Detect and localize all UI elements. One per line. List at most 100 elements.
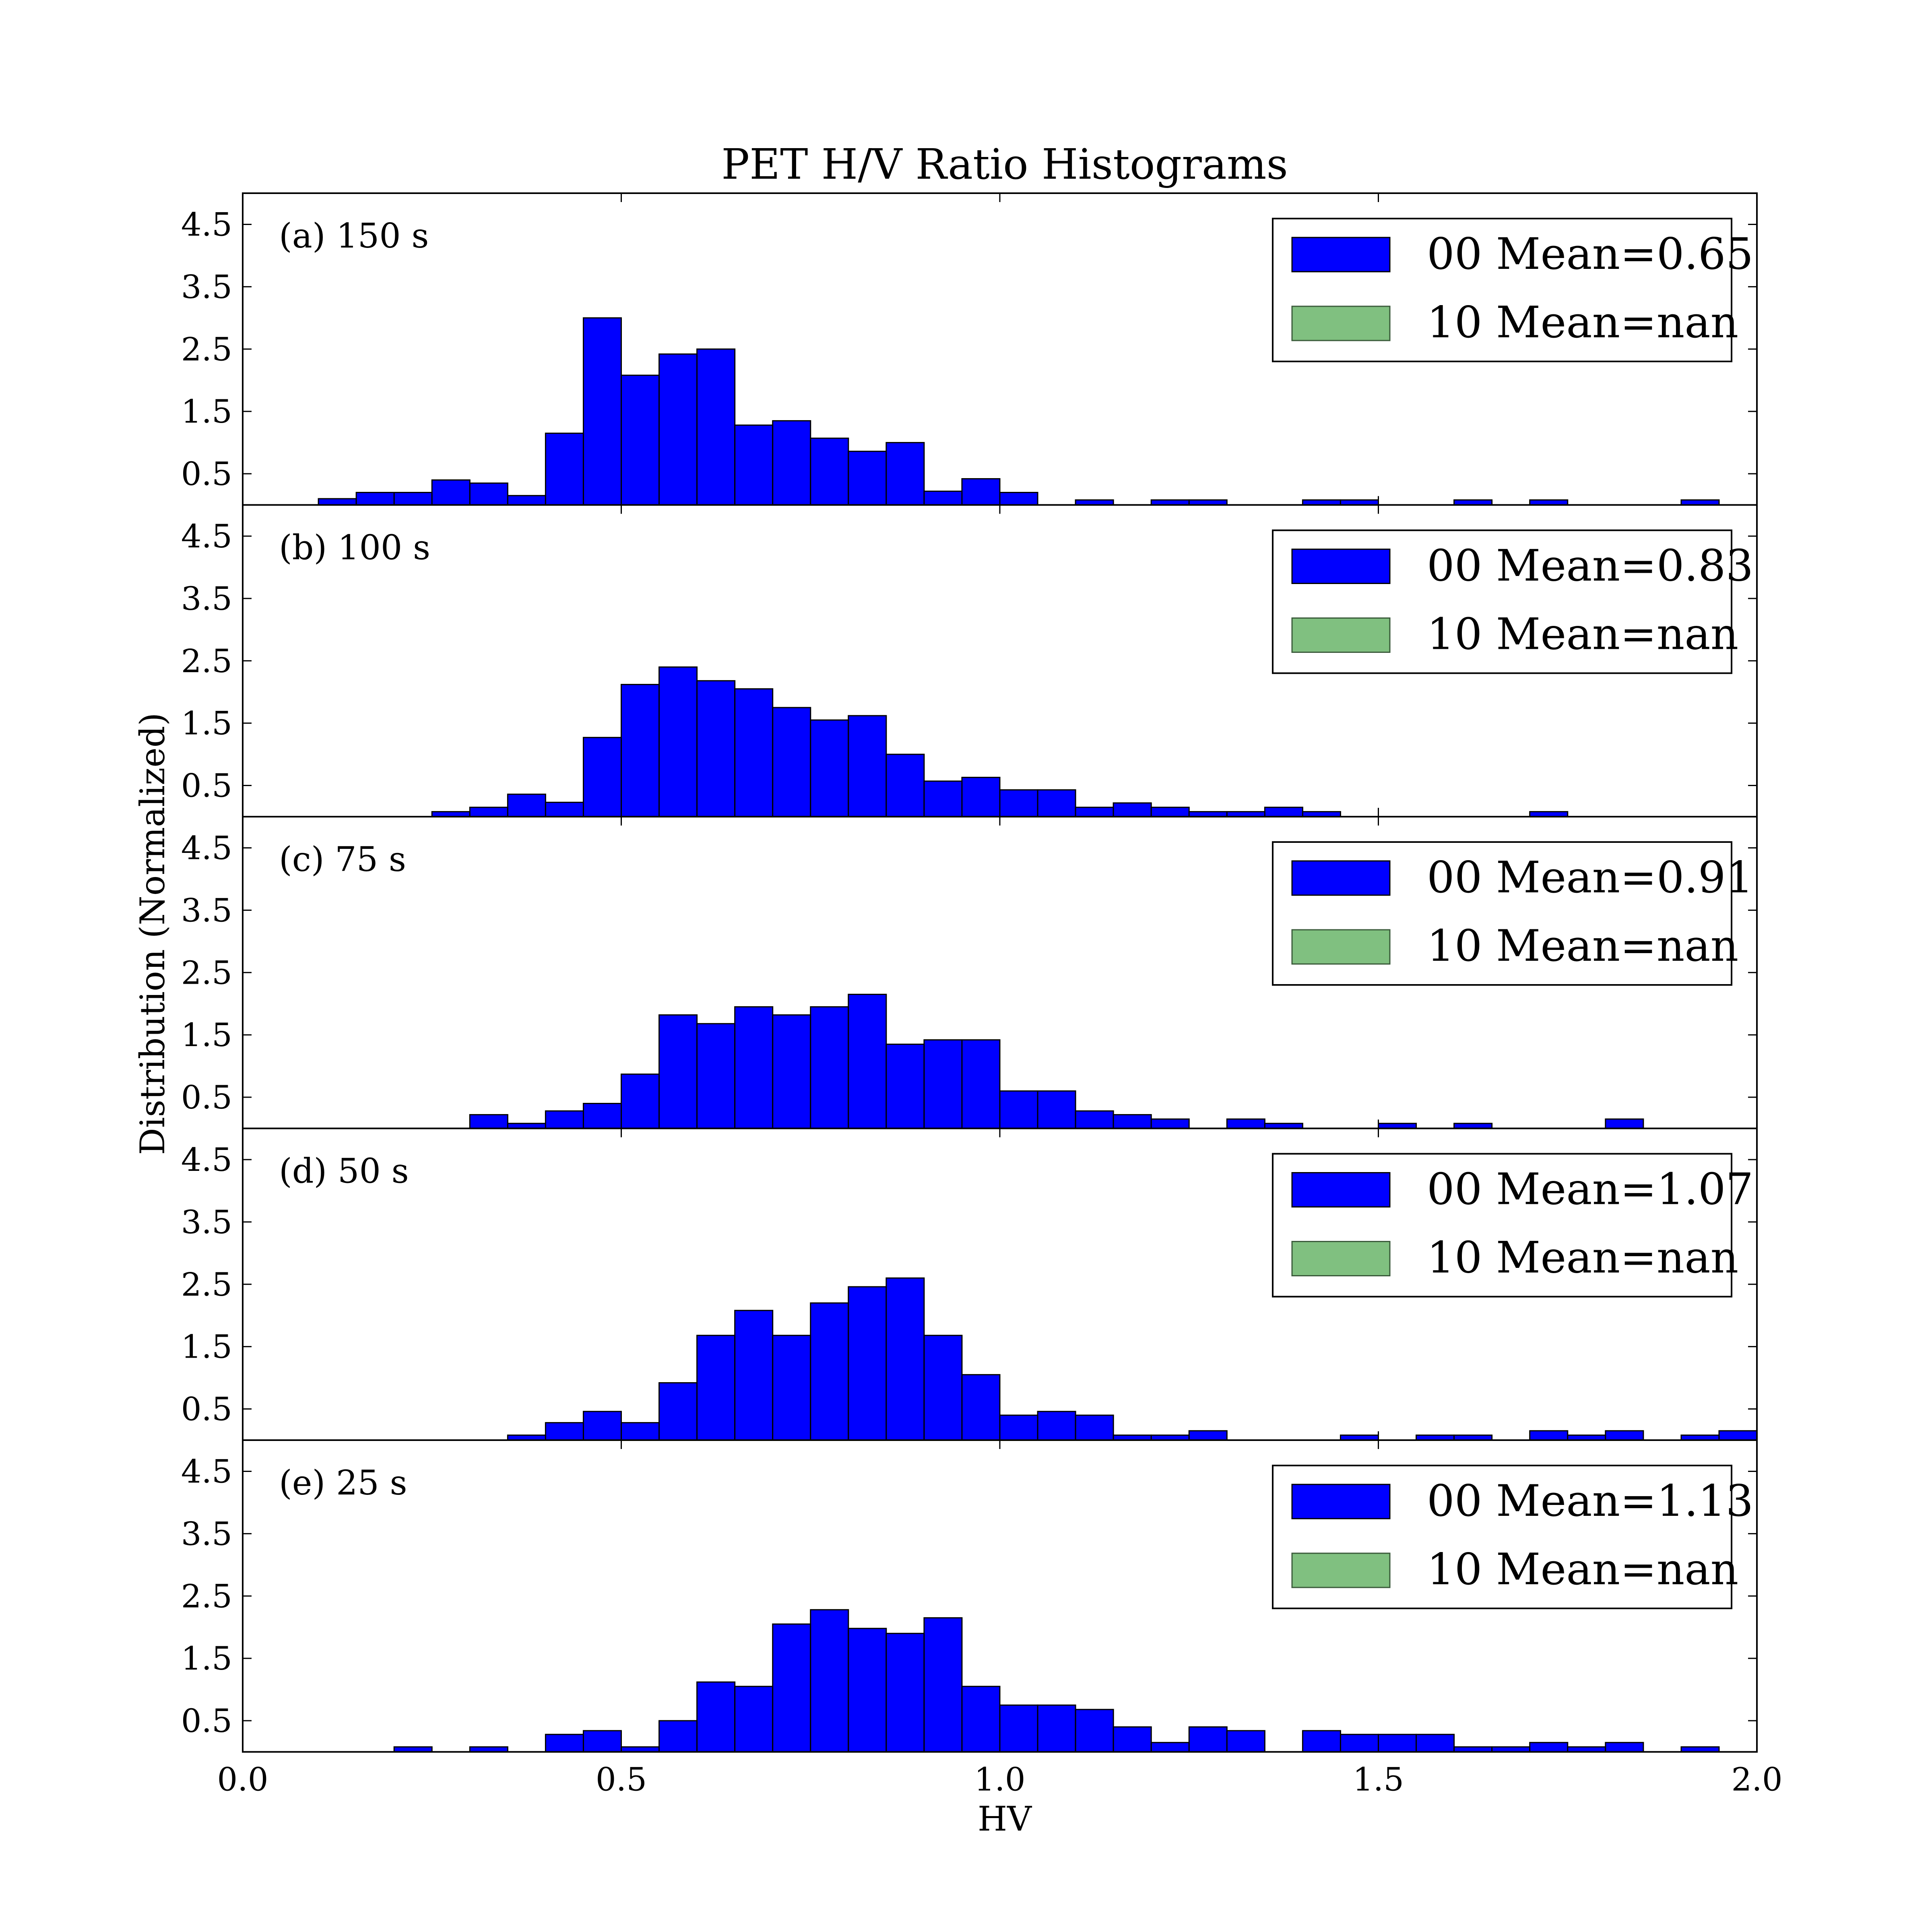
histogram-bar — [696, 1681, 736, 1753]
histogram-bar — [582, 1730, 622, 1752]
histogram-bar — [734, 1006, 774, 1129]
legend: 00 Mean=0.83 10 Mean=nan — [1272, 529, 1753, 674]
histogram-bar — [810, 438, 849, 506]
histogram-bar — [393, 492, 433, 506]
histogram-bar — [1113, 802, 1152, 817]
histogram-bar — [810, 1302, 849, 1441]
histogram-bar — [923, 1039, 963, 1129]
histogram-bar — [1037, 1704, 1076, 1753]
histogram-bar — [1150, 807, 1190, 817]
histogram-bar — [772, 1014, 811, 1129]
legend-swatch-10 — [1291, 1552, 1391, 1588]
y-tick-label: 3.5 — [181, 268, 232, 305]
histogram-bar — [1605, 1742, 1644, 1753]
legend-entry-10: 10 Mean=nan — [1427, 297, 1738, 348]
histogram-bar — [1188, 1430, 1228, 1441]
histogram-bar — [772, 420, 811, 506]
histogram-bar — [1529, 1430, 1569, 1441]
legend-swatch-00 — [1291, 1172, 1391, 1208]
histogram-bar — [1226, 1118, 1265, 1129]
y-tick-label: 0.5 — [181, 1702, 232, 1740]
histogram-bar — [469, 807, 508, 817]
y-tick-label: 0.5 — [181, 1391, 232, 1428]
legend-swatch-00 — [1291, 549, 1391, 584]
histogram-bar — [961, 478, 1001, 506]
histogram-bar — [961, 1686, 1001, 1752]
y-tick-label: 2.5 — [181, 1577, 232, 1615]
histogram-bar — [658, 1720, 698, 1752]
histogram-bar — [810, 1609, 849, 1752]
histogram-bar — [772, 1335, 811, 1441]
y-tick-label: 2.5 — [181, 330, 232, 368]
histogram-bar — [1037, 1090, 1076, 1129]
histogram-bar — [734, 688, 774, 817]
y-tick-label: 1.5 — [181, 705, 232, 742]
panel-b: 0.5 1.5 2.5 3.5 4.5 (b) 100 s 00 Mean=0.83 10 M… — [181, 504, 1758, 817]
histogram-bar — [658, 353, 698, 506]
histogram-bar — [696, 1335, 736, 1441]
y-tick-label: 1.5 — [181, 1016, 232, 1054]
legend-swatch-10 — [1291, 929, 1391, 965]
histogram-bar — [621, 1073, 660, 1129]
histogram-bar — [999, 1704, 1038, 1753]
y-tick-label: 4.5 — [181, 829, 232, 867]
histogram-bar — [886, 753, 925, 817]
legend-swatch-00 — [1291, 860, 1391, 896]
histogram-bar — [658, 1014, 698, 1129]
legend-swatch-10 — [1291, 617, 1391, 653]
histogram-bar — [772, 1623, 811, 1753]
histogram-bar — [696, 1023, 736, 1129]
histogram-bar — [848, 450, 887, 506]
y-tick-label: 1.5 — [181, 393, 232, 430]
histogram-bar — [1605, 1430, 1644, 1441]
panel-label: (a) 150 s — [279, 216, 429, 256]
panel-c: 0.5 1.5 2.5 3.5 4.5 (c) 75 s 00 Mean=0.91 10 Me… — [181, 816, 1758, 1129]
histogram-bar — [886, 1277, 925, 1441]
histogram-bar — [1037, 789, 1076, 817]
y-tick-label: 3.5 — [181, 892, 232, 929]
panel-frame — [242, 1439, 1758, 1753]
histogram-bar — [1340, 1734, 1379, 1752]
histogram-bar — [886, 1633, 925, 1752]
histogram-bar — [848, 715, 887, 817]
histogram-bar — [1188, 1726, 1228, 1753]
histogram-bar — [1075, 1709, 1114, 1752]
histogram-bar — [734, 424, 774, 506]
histogram-bar — [1416, 1734, 1455, 1752]
x-tick-label: 1.0 — [974, 1761, 1025, 1798]
legend: 00 Mean=0.65 10 Mean=nan — [1272, 218, 1753, 362]
legend-entry-10: 10 Mean=nan — [1427, 1544, 1738, 1595]
histogram-bar — [582, 1103, 622, 1129]
legend-entry-00: 00 Mean=1.13 — [1427, 1476, 1753, 1526]
histogram-bar — [1075, 1414, 1114, 1441]
x-tick-label: 2.0 — [1731, 1761, 1782, 1798]
y-tick-label: 1.5 — [181, 1640, 232, 1677]
x-axis-label: HV — [978, 1799, 1032, 1839]
panel-label: (b) 100 s — [279, 528, 430, 568]
y-tick-label: 4.5 — [181, 518, 232, 555]
histogram-bar — [1529, 1742, 1569, 1753]
legend: 00 Mean=1.07 10 Mean=nan — [1272, 1153, 1753, 1298]
histogram-bar — [621, 374, 660, 506]
histogram-bar — [923, 780, 963, 817]
histogram-bar — [582, 737, 622, 817]
legend-entry-10: 10 Mean=nan — [1427, 921, 1738, 971]
histogram-bar — [734, 1686, 774, 1752]
histogram-bar — [961, 776, 1001, 817]
histogram-bar — [1150, 1118, 1190, 1129]
histogram-bar — [848, 1628, 887, 1753]
y-tick-label: 2.5 — [181, 642, 232, 680]
histogram-bar — [318, 498, 357, 506]
histogram-bar — [545, 1422, 584, 1441]
histogram-bar — [1150, 1742, 1190, 1753]
histogram-bar — [582, 1411, 622, 1441]
histogram-bar — [469, 482, 508, 506]
histogram-bar — [1037, 1411, 1076, 1441]
legend-swatch-10 — [1291, 305, 1391, 341]
chart-title: PET H/V Ratio Histograms — [721, 140, 1288, 189]
legend: 00 Mean=0.91 10 Mean=nan — [1272, 841, 1753, 986]
panel-label: (c) 75 s — [279, 840, 406, 879]
histogram-bar — [545, 1110, 584, 1129]
histogram-bar — [999, 1414, 1038, 1441]
